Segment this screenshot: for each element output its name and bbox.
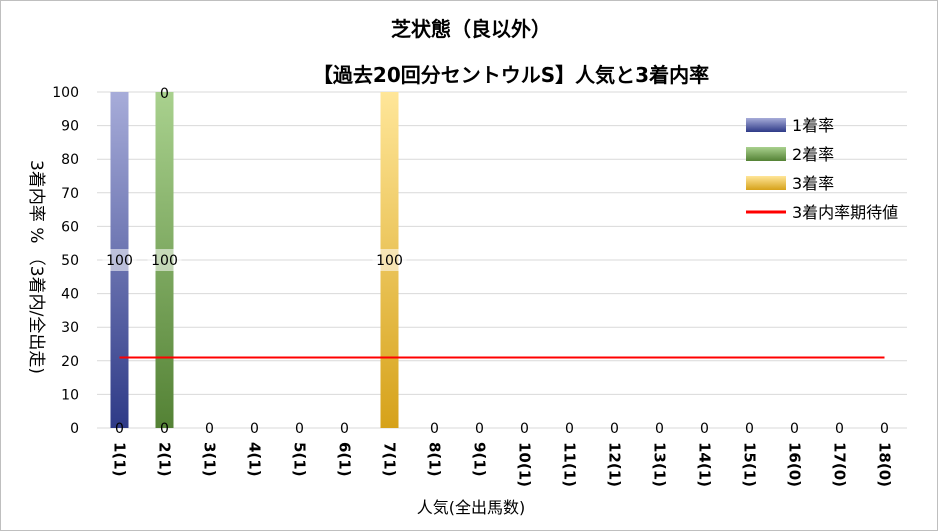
- x-tick-label: 15(1): [741, 442, 759, 487]
- y-tick-label: 80: [61, 152, 79, 168]
- x-tick-label: 11(1): [561, 442, 579, 487]
- x-tick-label: 4(1): [246, 442, 264, 477]
- y-tick-label: 30: [61, 320, 79, 336]
- data-label: 0: [745, 421, 754, 437]
- x-tick-label: 17(0): [831, 442, 849, 487]
- x-tick-label: 14(1): [696, 442, 714, 487]
- x-tick-label: 12(1): [606, 442, 624, 487]
- data-label-bg: [372, 249, 407, 271]
- data-label: 0: [520, 421, 529, 437]
- legend-swatch: [746, 176, 786, 190]
- data-label-bg: [147, 249, 182, 271]
- x-tick-label: 18(0): [876, 442, 894, 487]
- x-tick-label: 10(1): [516, 442, 534, 487]
- data-label: 0: [610, 421, 619, 437]
- chart-subtitle: 【過去20回分セントウルS】人気と3着内率: [313, 63, 709, 87]
- grid: [97, 91, 907, 429]
- y-axis-label: 3着内率 % （3着内/全出走): [26, 160, 46, 374]
- y-tick-label: 0: [70, 421, 79, 437]
- x-axis-label: 人気(全出馬数): [417, 498, 526, 517]
- y-tick-label: 60: [61, 219, 79, 235]
- data-label: 0: [700, 421, 709, 437]
- legend-label: 2着率: [792, 145, 834, 164]
- x-tick-label: 8(1): [426, 442, 444, 477]
- data-label: 0: [475, 421, 484, 437]
- legend-label: 1着率: [792, 116, 834, 135]
- data-label: 0: [160, 86, 169, 102]
- x-tick-label: 9(1): [471, 442, 489, 477]
- legend-label: 3着内率期待値: [792, 203, 898, 222]
- x-tick-label: 13(1): [651, 442, 669, 487]
- legend: 1着率 2着率 3着率 3着内率期待値: [746, 116, 898, 222]
- y-tick-label: 10: [61, 387, 79, 403]
- x-tick-label: 7(1): [381, 442, 399, 477]
- y-tick-label: 90: [61, 119, 79, 135]
- x-tick-label: 1(1): [111, 442, 129, 477]
- y-tick-label: 40: [61, 287, 79, 303]
- y-tick-label: 20: [61, 354, 79, 370]
- data-label: 0: [565, 421, 574, 437]
- legend-label: 3着率: [792, 174, 834, 193]
- data-label: 100: [106, 253, 133, 269]
- x-tick-label: 5(1): [291, 442, 309, 477]
- data-label: 0: [205, 421, 214, 437]
- data-labels: 100 0 100 0 0 0 0 0 0 100 0 0 0 0 0 0 0 0 0 0 0: [102, 86, 889, 437]
- data-label: 0: [115, 421, 124, 437]
- data-label: 0: [340, 421, 349, 437]
- x-tick-label: 16(0): [786, 442, 804, 487]
- data-label: 0: [835, 421, 844, 437]
- data-label: 0: [295, 421, 304, 437]
- data-label-bg: [102, 249, 137, 271]
- y-tick-label: 70: [61, 186, 79, 202]
- data-label: 0: [250, 421, 259, 437]
- x-tick-label: 3(1): [201, 442, 219, 477]
- y-tick-label: 100: [52, 85, 79, 101]
- chart-title: 芝状態（良以外）: [391, 17, 551, 41]
- data-label: 100: [376, 253, 403, 269]
- data-label: 0: [790, 421, 799, 437]
- data-label: 0: [430, 421, 439, 437]
- data-label: 0: [880, 421, 889, 437]
- axes: 0 10 20 30 40 50 60 70 80 90 100 1(1) 2(1) 3(1) 4(1) 5(…: [52, 85, 893, 487]
- legend-swatch: [746, 118, 786, 132]
- data-label: 0: [160, 421, 169, 437]
- x-tick-label: 2(1): [156, 442, 174, 477]
- data-label: 0: [655, 421, 664, 437]
- x-tick-label: 6(1): [336, 442, 354, 477]
- data-label: 100: [151, 253, 178, 269]
- legend-swatch: [746, 147, 786, 161]
- y-tick-label: 50: [61, 253, 79, 269]
